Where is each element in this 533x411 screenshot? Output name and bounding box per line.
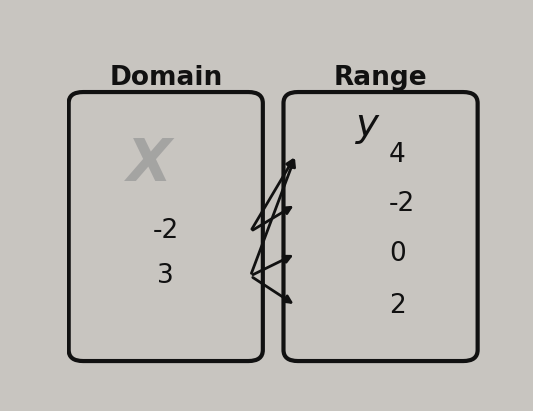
Text: Domain: Domain [109,65,222,91]
Text: 4: 4 [389,142,406,168]
Text: Range: Range [334,65,427,91]
Text: -2: -2 [152,219,179,245]
Text: y: y [356,106,379,144]
Text: 3: 3 [157,263,174,289]
FancyBboxPatch shape [284,92,478,361]
Text: 2: 2 [389,293,406,319]
FancyBboxPatch shape [69,92,263,361]
Text: 0: 0 [389,241,406,267]
Text: X: X [127,136,172,193]
Text: -2: -2 [389,192,415,217]
